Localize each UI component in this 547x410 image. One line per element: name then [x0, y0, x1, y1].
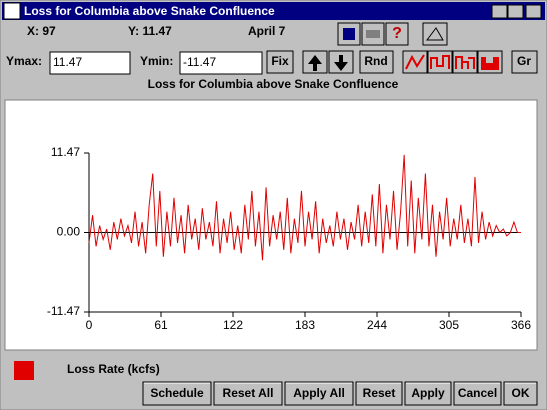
data-line	[88, 154, 521, 261]
print-icon	[366, 30, 380, 38]
ymax-label: Ymax:	[6, 54, 42, 68]
help-button[interactable]	[385, 22, 409, 46]
plot: 11.47 0.00 -11.47 0 61 122 183 244 305 366	[47, 145, 531, 332]
app-icon	[3, 2, 21, 20]
ymin-value: -11.47	[183, 55, 216, 69]
button-bar: Schedule Reset All Apply All Reset Apply Canc…	[142, 381, 538, 406]
dialog-button[interactable]	[142, 381, 212, 406]
status-date: April 7	[248, 24, 286, 38]
maximize-button[interactable]	[507, 4, 524, 19]
tool-icon	[426, 27, 444, 41]
help-icon: ?	[392, 25, 402, 42]
chart-title: Loss for Columbia above Snake Confluence	[148, 77, 399, 91]
y-tick-label: -11.47	[47, 304, 80, 318]
close-button[interactable]	[525, 4, 542, 19]
dialog-button-label: Reset All	[223, 386, 274, 400]
status-y: Y: 11.47	[128, 24, 172, 38]
dialog-button-label: Reset	[363, 386, 396, 400]
legend-label: Loss Rate (kcfs)	[67, 362, 160, 376]
x-tick-label: 0	[86, 318, 93, 332]
x-tick-label: 183	[295, 318, 315, 332]
status-x: X: 97	[27, 24, 56, 38]
x-tick-label: 61	[154, 318, 168, 332]
dialog-button-label: Apply	[411, 386, 445, 400]
dialog-button-label: Apply All	[293, 386, 345, 400]
ymax-value: 11.47	[53, 55, 82, 69]
x-tick-label: 122	[223, 318, 243, 332]
fix-label: Fix	[271, 54, 289, 68]
legend-swatch	[14, 361, 34, 380]
ymax-input[interactable]	[49, 51, 131, 75]
area-mode-icon	[481, 57, 499, 70]
dialog-button[interactable]	[404, 381, 452, 406]
rnd-button[interactable]	[359, 50, 394, 74]
dialog-button-label: OK	[512, 386, 530, 400]
x-tick-label: 244	[367, 318, 387, 332]
y-tick-label: 0.00	[57, 225, 81, 239]
save-icon	[343, 28, 355, 40]
gr-button[interactable]	[511, 50, 538, 74]
window-title: Loss for Columbia above Snake Confluence	[24, 4, 275, 18]
line-mode-icon	[405, 54, 425, 70]
bar-mode-icon	[455, 56, 475, 69]
dialog-button[interactable]	[503, 381, 538, 406]
rnd-label: Rnd	[364, 54, 387, 68]
dialog-button-label: Cancel	[458, 386, 497, 400]
step-mode-icon	[430, 55, 450, 69]
dialog-button[interactable]	[213, 381, 283, 406]
gr-label: Gr	[517, 54, 531, 68]
title-bar	[2, 2, 545, 20]
x-tick-label: 366	[511, 318, 531, 332]
x-tick-label: 305	[439, 318, 459, 332]
up-arrow	[308, 55, 322, 71]
fix-button[interactable]	[266, 50, 294, 74]
ymin-label: Ymin:	[140, 54, 173, 68]
down-arrow	[334, 55, 348, 71]
dialog-button[interactable]	[284, 381, 354, 406]
dialog-button-label: Schedule	[150, 386, 204, 400]
ymin-input[interactable]	[179, 51, 263, 75]
dialog-button[interactable]	[355, 381, 403, 406]
minimize-button[interactable]	[491, 4, 508, 19]
y-tick-label: 11.47	[51, 145, 80, 159]
dialog-button[interactable]	[453, 381, 502, 406]
tool-button[interactable]	[422, 22, 448, 46]
legend: Loss Rate (kcfs)	[14, 361, 160, 380]
